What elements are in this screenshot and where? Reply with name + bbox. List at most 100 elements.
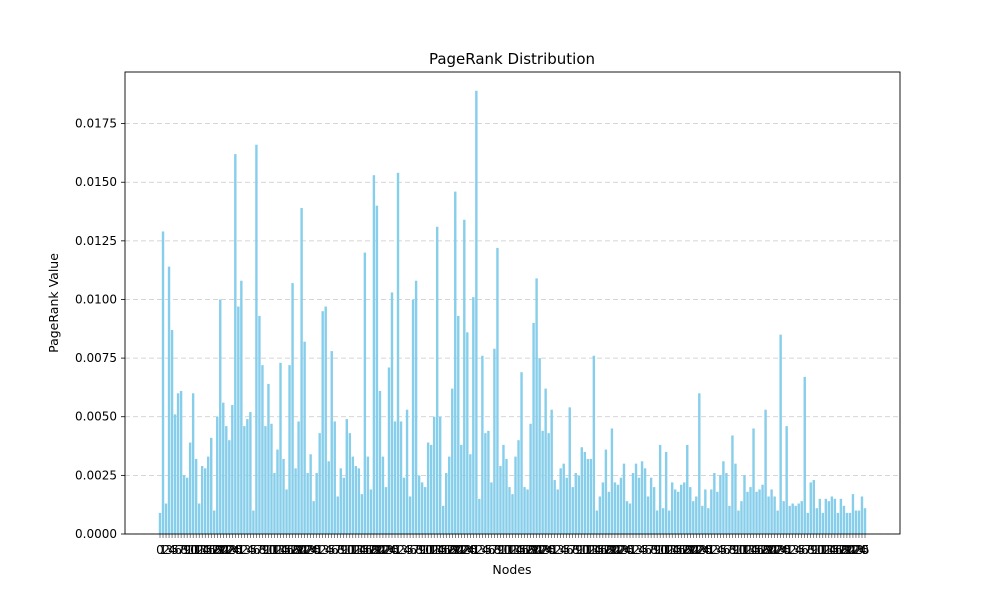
x-tick-label: 25 — [306, 543, 321, 557]
bar — [203, 468, 207, 534]
bar — [845, 512, 849, 534]
bar — [216, 416, 219, 534]
x-tick-label: 5 — [720, 543, 728, 557]
bars — [158, 90, 867, 535]
x-tick-label: 6 — [488, 543, 496, 557]
bar — [231, 405, 234, 534]
bar — [535, 278, 538, 534]
x-tick-label: 9 — [732, 543, 740, 557]
bar — [860, 496, 864, 534]
bar — [228, 440, 231, 534]
x-tick-label: 13 — [505, 543, 520, 557]
x-tick-label: 14 — [273, 543, 288, 557]
x-tick-label: 14 — [586, 543, 601, 557]
bar — [396, 172, 400, 534]
x-tick-label: 23 — [613, 543, 628, 557]
x-tick-label: 11 — [656, 543, 671, 557]
x-tick-label: 2 — [397, 543, 405, 557]
bar — [574, 473, 577, 534]
bar — [490, 482, 493, 534]
bar — [637, 477, 641, 534]
bar — [758, 489, 761, 534]
x-tick-label: 23 — [300, 543, 315, 557]
bar — [448, 456, 451, 534]
bar — [249, 412, 252, 534]
x-tick-label: 24 — [695, 543, 710, 557]
bar — [833, 498, 837, 534]
bar — [357, 468, 361, 534]
x-tick-label: 14 — [351, 543, 366, 557]
bar — [185, 477, 189, 534]
bar — [297, 421, 300, 534]
x-tick-label: 2 — [476, 543, 484, 557]
bar — [667, 510, 671, 534]
x-tick-label: 0 — [548, 543, 556, 557]
bar — [387, 367, 391, 534]
x-tick-label: 25 — [541, 543, 556, 557]
x-tick-label: 24 — [616, 543, 631, 557]
x-tick-label: 20 — [291, 543, 306, 557]
bar — [842, 505, 846, 534]
x-tick-label: 21 — [842, 543, 857, 557]
bar — [466, 332, 469, 534]
bar — [508, 487, 511, 534]
bar — [276, 449, 279, 534]
bar — [577, 475, 580, 534]
x-tick-label: 15 — [511, 543, 526, 557]
x-tick-label: 22 — [689, 543, 704, 557]
x-tick-label: 15 — [198, 543, 213, 557]
x-tick-label: 11 — [264, 543, 279, 557]
bar — [755, 491, 758, 534]
x-tick-label: 2 — [554, 543, 562, 557]
bar — [194, 458, 198, 534]
bar — [731, 435, 734, 534]
x-tick-label: 10 — [731, 543, 746, 557]
bar — [182, 475, 186, 534]
bar — [288, 365, 291, 534]
x-tick-label: 11 — [186, 543, 201, 557]
bar — [716, 491, 719, 534]
x-tick-label: 7 — [647, 543, 655, 557]
bar — [800, 501, 803, 534]
bar — [158, 512, 162, 534]
bar — [737, 510, 740, 534]
x-tick-label: 5 — [328, 543, 336, 557]
x-tick-label: 11 — [734, 543, 749, 557]
bar — [613, 482, 617, 534]
x-tick-label: 16 — [279, 543, 294, 557]
bar — [438, 416, 442, 534]
bar — [839, 498, 843, 534]
x-tick-label: 14 — [195, 543, 210, 557]
x-tick-label: 3 — [400, 543, 408, 557]
x-tick-label: 18 — [677, 543, 692, 557]
x-tick-label: 9 — [262, 543, 270, 557]
bar — [649, 477, 653, 534]
bar — [493, 348, 496, 534]
x-tick-label: 19 — [523, 543, 538, 557]
x-tick-label: 11 — [342, 543, 357, 557]
x-tick-label: 25 — [698, 543, 713, 557]
x-tick-label: 14 — [821, 543, 836, 557]
bar — [472, 297, 475, 534]
x-tick-label: 8 — [337, 543, 345, 557]
x-tick-label: 3 — [165, 543, 173, 557]
bar — [622, 463, 626, 534]
bar — [821, 512, 825, 534]
x-tick-label: 8 — [572, 543, 580, 557]
bar — [252, 510, 255, 534]
x-tick-label: 16 — [749, 543, 764, 557]
bar — [246, 419, 249, 534]
bar — [173, 414, 177, 534]
bar — [454, 191, 457, 534]
bar — [722, 461, 725, 534]
bar — [553, 480, 556, 534]
bar — [851, 494, 855, 534]
bar — [219, 299, 222, 534]
bar — [445, 473, 448, 534]
x-tick-label: 11 — [421, 543, 436, 557]
x-tick-label: 8 — [807, 543, 815, 557]
bar — [589, 458, 593, 534]
x-tick-label: 5 — [171, 543, 179, 557]
x-tick-label: 8 — [259, 543, 267, 557]
x-tick-label: 22 — [767, 543, 782, 557]
